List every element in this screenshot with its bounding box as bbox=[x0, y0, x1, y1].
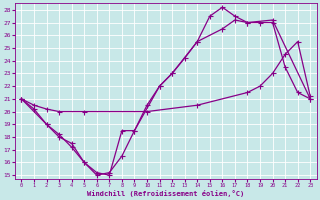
X-axis label: Windchill (Refroidissement éolien,°C): Windchill (Refroidissement éolien,°C) bbox=[87, 190, 244, 197]
